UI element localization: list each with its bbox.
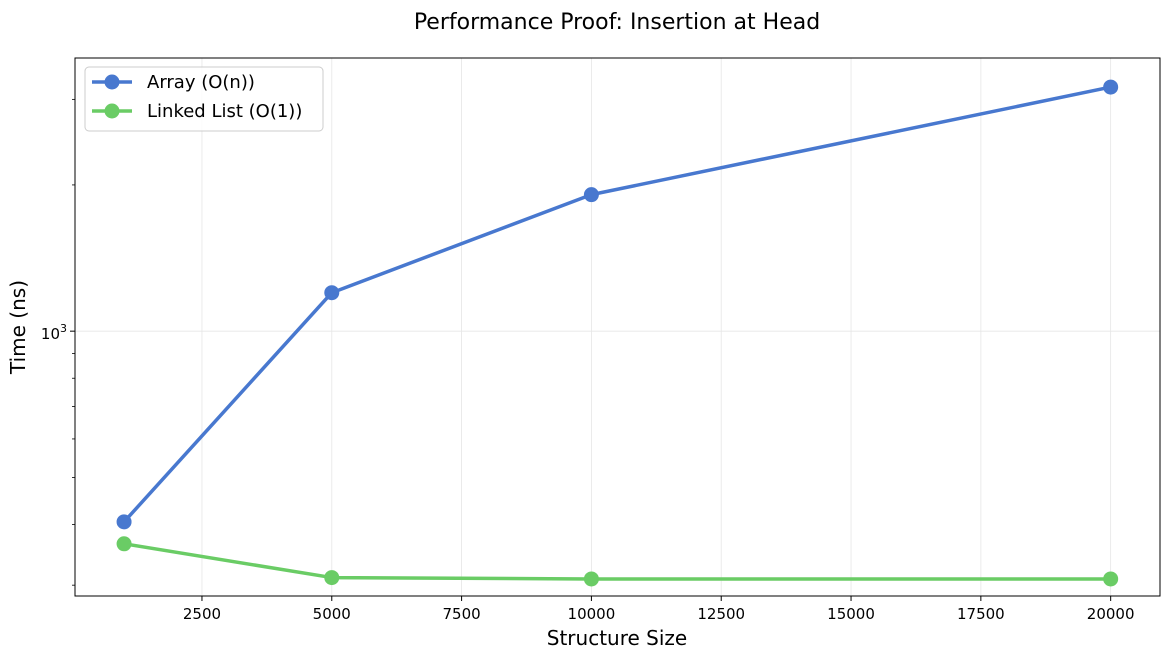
- x-tick-label: 2500: [183, 605, 221, 623]
- x-tick-label: 10000: [568, 605, 616, 623]
- chart-title: Performance Proof: Insertion at Head: [414, 10, 820, 35]
- legend: Array (O(n)) Linked List (O(1)): [84, 66, 324, 132]
- legend-label: Array (O(n)): [147, 72, 255, 93]
- x-tick-label: 5000: [313, 605, 351, 623]
- legend-box: [84, 66, 324, 132]
- series-point-2: [583, 571, 599, 587]
- series-point-1: [116, 514, 132, 530]
- legend-swatch-marker: [104, 74, 120, 90]
- x-tick-label: 15000: [827, 605, 875, 623]
- legend-swatch-marker: [104, 103, 120, 119]
- grid: [75, 58, 1160, 596]
- series-line-1: [122, 85, 1113, 524]
- x-tick-label: 20000: [1087, 605, 1135, 623]
- series-point-2: [324, 570, 340, 586]
- plot-series: [116, 79, 1119, 587]
- series-point-1: [324, 285, 340, 301]
- series-point-1: [1103, 79, 1119, 95]
- x-tick-label: 7500: [442, 605, 480, 623]
- series-point-2: [1103, 571, 1119, 587]
- x-axis-label: Structure Size: [547, 626, 687, 650]
- y-axis-label: Time (ns): [6, 280, 30, 375]
- series-line-2: [122, 542, 1113, 581]
- plot-area-frame: [74, 57, 1161, 597]
- series-point-1: [583, 187, 599, 203]
- x-tick-label: 17500: [957, 605, 1005, 623]
- series-point-2: [116, 536, 132, 552]
- axis-ticks: 2500 5000 7500 10000 12500 15000 17500 20000 103: [41, 98, 1135, 623]
- legend-label: Linked List (O(1)): [147, 101, 302, 122]
- x-tick-label: 12500: [697, 605, 745, 623]
- y-tick-label: 103: [41, 322, 67, 343]
